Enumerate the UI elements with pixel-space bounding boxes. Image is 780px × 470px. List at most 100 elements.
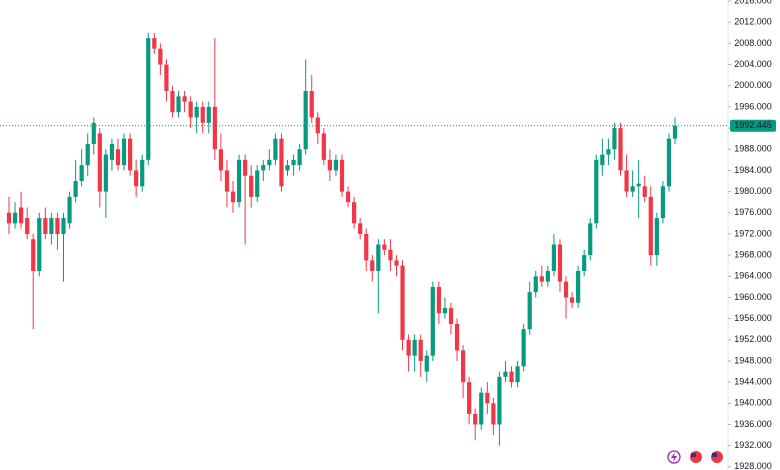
- candle-body: [55, 218, 60, 234]
- candle-body: [279, 138, 284, 187]
- candle-body: [127, 138, 133, 171]
- y-tick-label: 1960.000: [734, 292, 772, 302]
- y-tick-label: 1980.000: [734, 186, 772, 196]
- toolbar-icons[interactable]: [667, 450, 723, 464]
- y-tick-label: 2004.000: [734, 59, 772, 69]
- candle-body: [582, 255, 587, 271]
- candle-body: [563, 281, 569, 298]
- candle-body: [19, 207, 24, 224]
- candle-body: [6, 212, 12, 224]
- candle-body: [430, 286, 435, 356]
- candle-body: [170, 91, 175, 113]
- candle-body: [436, 286, 441, 314]
- candle-body: [467, 382, 472, 414]
- candle-body: [37, 218, 42, 271]
- candle-body: [321, 133, 326, 160]
- candle-body: [509, 371, 514, 383]
- candle-body: [557, 244, 563, 282]
- candle-body: [255, 170, 260, 197]
- candle-body: [515, 366, 520, 383]
- candle-body: [249, 175, 254, 197]
- y-tick-label: 2016.000: [734, 0, 772, 5]
- y-tick-label: 1968.000: [734, 249, 772, 259]
- candle-body: [491, 403, 496, 425]
- candle-body: [400, 265, 405, 340]
- y-tick-label: 1996.000: [734, 101, 772, 111]
- candle-body: [79, 165, 84, 182]
- candle-body: [545, 270, 550, 282]
- candle-body: [527, 292, 532, 330]
- candle-body: [303, 91, 308, 150]
- candle-body: [25, 218, 30, 234]
- candle-body: [146, 38, 151, 160]
- candle-body: [364, 233, 369, 261]
- candle-body: [606, 149, 611, 155]
- candle-body: [200, 106, 205, 123]
- candle-body: [533, 276, 538, 293]
- candle-body: [358, 223, 363, 234]
- candle-body: [576, 270, 581, 303]
- y-tick-label: 2008.000: [734, 38, 772, 48]
- candle-body: [73, 181, 78, 197]
- candle-body: [61, 218, 66, 234]
- candle-body: [612, 128, 617, 150]
- y-tick-label: 1928.000: [734, 461, 772, 470]
- candle-body: [666, 138, 672, 187]
- candle-body: [339, 159, 345, 192]
- candle-body: [412, 339, 417, 356]
- y-tick-label: 1932.000: [734, 440, 772, 450]
- candle-body: [230, 191, 236, 203]
- candle-body: [152, 38, 157, 49]
- y-tick-label: 1944.000: [734, 377, 772, 387]
- candle-body: [648, 196, 653, 256]
- candle-body: [134, 170, 139, 187]
- candle-body: [460, 350, 466, 383]
- candle-body: [569, 297, 575, 303]
- y-tick-label: 1972.000: [734, 228, 772, 238]
- candle-body: [654, 218, 659, 256]
- candle-body: [442, 308, 448, 314]
- candle-body: [424, 355, 429, 372]
- flag-canton: [712, 453, 717, 457]
- candle-body: [43, 218, 48, 234]
- candle-body: [618, 128, 623, 171]
- flag-canton: [691, 453, 696, 457]
- candle-body: [285, 165, 290, 171]
- candle-body: [140, 159, 145, 187]
- candle-body: [103, 154, 108, 192]
- candle-body: [642, 186, 647, 197]
- candle-body: [91, 122, 96, 144]
- candle-body: [97, 133, 102, 192]
- candle-body: [406, 339, 411, 356]
- candle-body: [121, 138, 127, 166]
- candle-body: [497, 376, 502, 425]
- candle-body: [327, 159, 332, 171]
- candle-body: [188, 101, 193, 118]
- candle-body: [551, 244, 557, 271]
- candle-body: [261, 165, 266, 171]
- candle-body: [164, 64, 169, 92]
- candle-body: [333, 159, 339, 171]
- candle-body: [158, 48, 163, 65]
- lightning-glyph: [671, 452, 677, 462]
- candle-body: [176, 96, 181, 113]
- y-tick-label: 1948.000: [734, 355, 772, 365]
- candle-body: [672, 125, 678, 139]
- candle-body: [479, 392, 484, 425]
- y-tick-label: 1952.000: [734, 334, 772, 344]
- candle-body: [630, 186, 635, 192]
- candle-body: [67, 196, 72, 224]
- y-tick-label: 1936.000: [734, 419, 772, 429]
- candle-body: [212, 106, 217, 150]
- candle-body: [115, 149, 121, 166]
- candle-body: [267, 159, 272, 166]
- candle-body: [418, 339, 423, 361]
- candle-body: [388, 249, 393, 261]
- candle-body: [236, 159, 242, 203]
- candle-body: [31, 239, 36, 271]
- candle-body: [224, 170, 230, 192]
- y-tick-label: 1940.000: [734, 398, 772, 408]
- candle-body: [218, 149, 224, 171]
- candle-body: [315, 117, 320, 134]
- candle-body: [194, 106, 199, 118]
